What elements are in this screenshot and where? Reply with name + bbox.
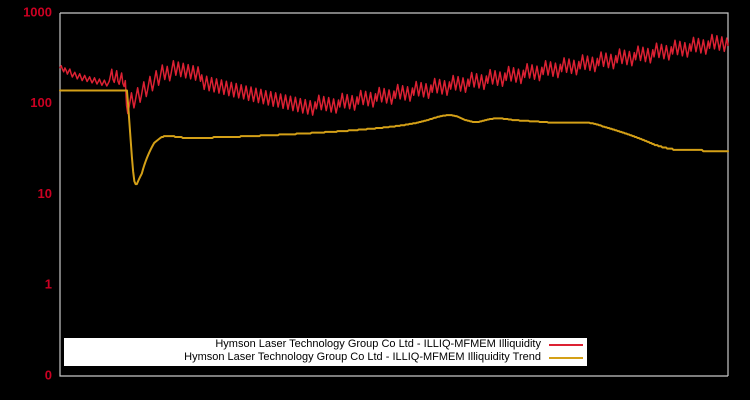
legend-swatch-illiquidity bbox=[549, 343, 583, 346]
chart-legend: Hymson Laser Technology Group Co Ltd - I… bbox=[63, 337, 588, 367]
legend-item-illiquidity[interactable]: Hymson Laser Technology Group Co Ltd - I… bbox=[64, 338, 587, 351]
legend-item-illiquidity-trend[interactable]: Hymson Laser Technology Group Co Ltd - I… bbox=[64, 351, 587, 364]
y-tick-1000: 1000 bbox=[23, 4, 52, 19]
y-tick-10: 10 bbox=[38, 186, 52, 201]
data-series-layer bbox=[59, 33, 729, 186]
legend-swatch-illiquidity-trend bbox=[549, 356, 583, 359]
y-tick-1: 1 bbox=[45, 277, 52, 292]
series-line-1 bbox=[59, 89, 729, 186]
legend-label-illiquidity-trend: Hymson Laser Technology Group Co Ltd - I… bbox=[184, 351, 541, 363]
y-tick-0: 0 bbox=[45, 367, 52, 382]
y-tick-100: 100 bbox=[30, 95, 52, 110]
plot-area-border bbox=[59, 12, 729, 377]
legend-label-illiquidity: Hymson Laser Technology Group Co Ltd - I… bbox=[215, 338, 541, 350]
series-line-0 bbox=[59, 33, 729, 116]
